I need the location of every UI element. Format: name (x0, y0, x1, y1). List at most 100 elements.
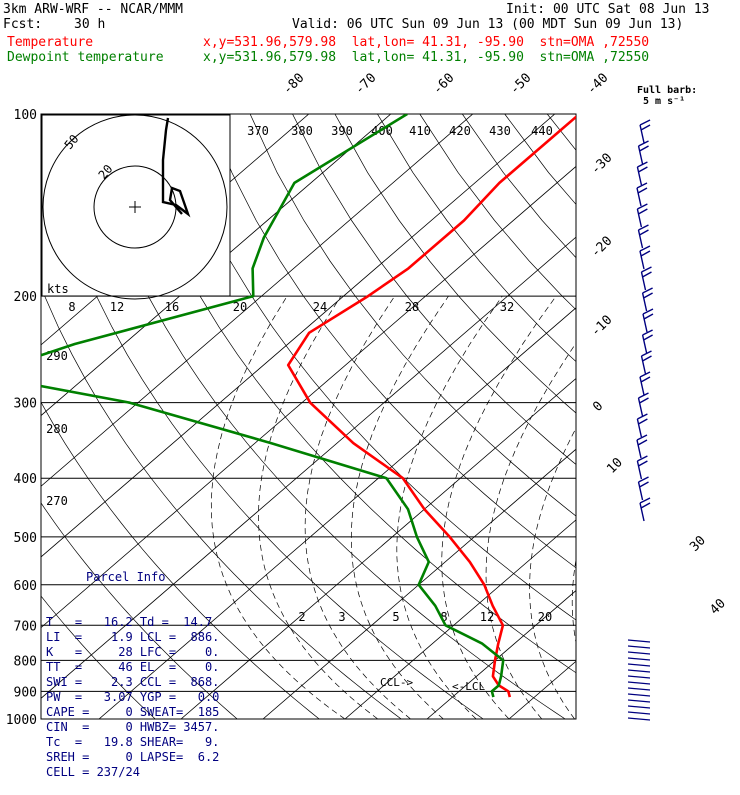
isotherm-label: -40 (584, 71, 611, 98)
isotherm-label: 10 (604, 455, 626, 477)
isotherm-line (673, 114, 740, 719)
mixing-ratio-label: 28 (405, 300, 419, 314)
isotherm-label: -20 (588, 234, 615, 261)
isotherm-label: -60 (430, 71, 457, 98)
wind-barb-flag (638, 461, 647, 466)
wind-barb (640, 251, 644, 269)
wind-barb-flag (641, 377, 650, 382)
dry-adiabat-line (675, 114, 740, 719)
isotherm-label: 0 (590, 399, 606, 415)
pressure-tick-label: 700 (14, 619, 37, 634)
parcel-info-row: K = 28 LFC = 0. (46, 645, 230, 660)
pressure-tick-label: 1000 (6, 713, 37, 728)
theta-label: 430 (489, 124, 511, 138)
wind-barb-low (628, 694, 650, 696)
wind-barb (637, 209, 641, 227)
isotherm-line (427, 114, 740, 719)
lcl-annotation: <-LCL (452, 680, 485, 693)
dry-adiabat-line (590, 114, 740, 719)
moist-adiabat-line (530, 296, 664, 719)
wind-barb-flag (643, 356, 652, 361)
wind-barb-flag (641, 503, 650, 508)
wind-barb-low (628, 676, 650, 678)
wind-barb-low (628, 718, 650, 720)
wind-barb-low (628, 688, 650, 690)
isotherm-label: -70 (352, 71, 379, 98)
mixing-ratio-label-low: 3 (338, 610, 345, 624)
mixing-ratio-label-low: 5 (392, 610, 399, 624)
wind-barb (641, 272, 645, 290)
wind-barb-low (628, 640, 650, 642)
wind-barb-flag (640, 246, 650, 251)
wind-barb-flag (638, 167, 647, 172)
wind-barb-flag (637, 204, 647, 209)
dry-adiabat-line (632, 114, 740, 719)
wind-barb-flag (641, 125, 650, 130)
wind-barb-flag (638, 209, 647, 214)
wind-barb-flag (640, 120, 650, 125)
dry-adiabat-line (335, 114, 740, 719)
theta-label-low: 270 (46, 494, 68, 508)
pressure-tick-label: 600 (14, 579, 37, 594)
parcel-info-row: SREH = 0 LAPSE= 6.2 (46, 750, 230, 765)
dry-adiabat-line (462, 114, 740, 719)
wind-barb (639, 146, 643, 164)
dry-adiabat-line (420, 114, 740, 719)
pressure-tick-label: 500 (14, 531, 37, 546)
parcel-info-row: Tc = 19.8 SHEAR= 9. (46, 735, 230, 750)
wind-barb (643, 293, 647, 311)
wind-barb-flag (640, 482, 649, 487)
pressure-tick-label: 900 (14, 685, 37, 700)
wind-barb-flag (643, 330, 653, 335)
wind-barb (640, 125, 644, 143)
isotherm-label: -50 (507, 71, 534, 98)
wind-barb-flag (637, 456, 647, 461)
wind-barb-flag (644, 335, 653, 340)
mixing-ratio-label: 32 (500, 300, 514, 314)
mixing-ratio-label: 24 (313, 300, 327, 314)
wind-barb-low (628, 664, 650, 666)
wind-barb (637, 440, 641, 458)
wind-barb-flag (638, 440, 647, 445)
moist-adiabat-line (259, 296, 378, 719)
pressure-tick-label: 200 (14, 290, 37, 305)
wind-barb-flag (643, 288, 653, 293)
pressure-tick-label: 400 (14, 472, 37, 487)
wind-barb-low (628, 706, 650, 708)
wind-barb-flag (642, 272, 651, 277)
theta-label: 410 (409, 124, 431, 138)
dry-adiabat-line (717, 114, 740, 719)
wind-barb-low (628, 682, 650, 684)
wind-barb-flag (644, 293, 653, 298)
wind-barb (640, 503, 644, 521)
parcel-info-title: Parcel Info (46, 570, 230, 585)
wind-barb (640, 377, 644, 395)
wind-barb-flag (643, 309, 653, 314)
wind-barb (639, 482, 643, 500)
wind-barb-flag (637, 435, 647, 440)
wind-barb (638, 398, 642, 416)
parcel-info-row: PW = 3.07 YGP = 0.0 (46, 690, 230, 705)
mixing-ratio-label-low: 2 (298, 610, 305, 624)
theta-label: 420 (449, 124, 471, 138)
theta-label: 390 (331, 124, 353, 138)
pressure-tick-label: 300 (14, 397, 37, 412)
mixing-ratio-label: 8 (68, 300, 75, 314)
moist-adiabat-line (305, 296, 411, 719)
moist-adiabat-line (211, 296, 345, 719)
isotherm-line (345, 114, 740, 719)
wind-barb-low (628, 700, 650, 702)
wind-barb (637, 188, 641, 206)
wind-barb-flag (640, 146, 649, 151)
wind-barb-flag (638, 188, 647, 193)
theta-label: 370 (247, 124, 269, 138)
wind-barb (637, 461, 641, 479)
isotherm-label: -80 (280, 71, 307, 98)
parcel-info-row: T = 16.2 Td = 14.7 (46, 615, 230, 630)
wind-barb-flag (637, 183, 647, 188)
isotherm-label: -10 (588, 313, 615, 340)
mixing-ratio-label: 12 (110, 300, 124, 314)
barb-legend-value: 5 m s⁻¹ (643, 96, 685, 107)
barb-legend-title: Full barb: (637, 85, 697, 96)
